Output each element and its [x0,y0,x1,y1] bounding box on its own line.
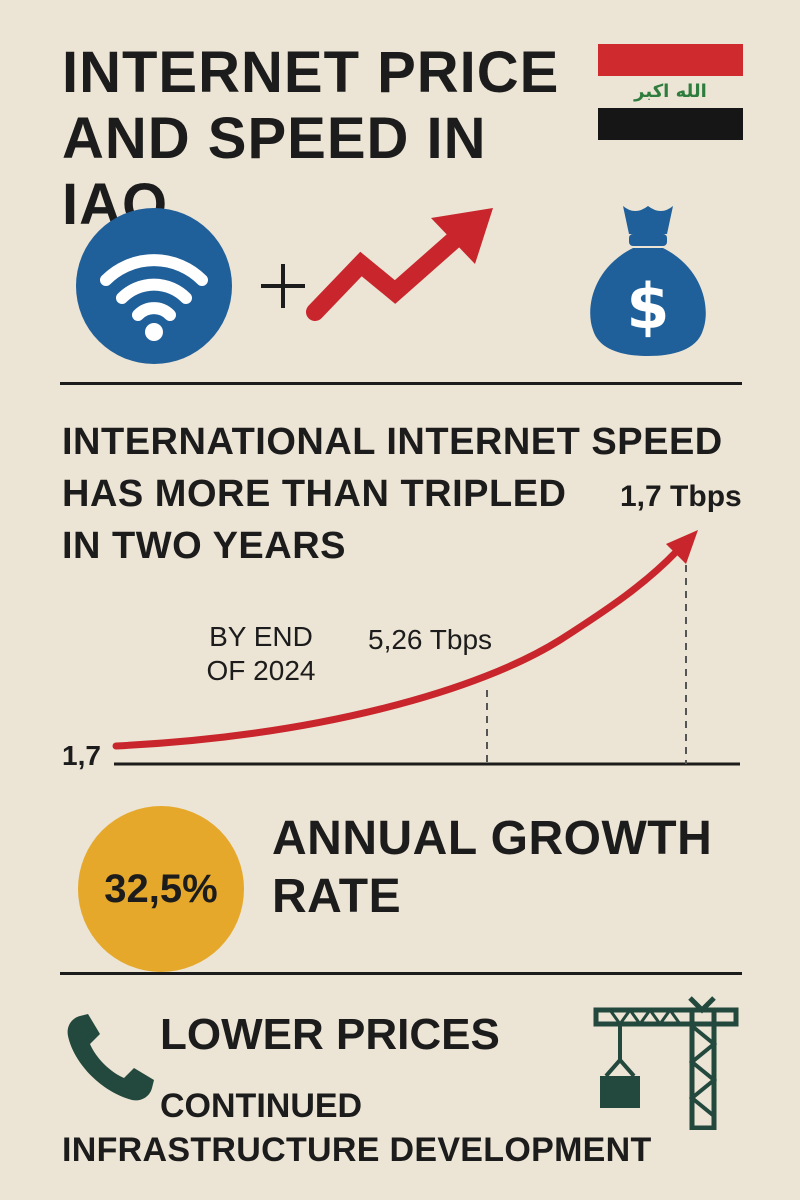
speed-growth-chart [0,520,800,790]
chart-label-by-end: BY END OF 2024 [196,620,326,688]
growth-rate-value: 32,5% [104,866,218,911]
growth-label-line-1: ANNUAL GROWTH [272,812,713,865]
infrastructure-development-text: INFRASTRUCTURE DEVELOPMENT [62,1131,652,1169]
flag-white-stripe: الله اكبر [598,76,743,108]
chart-label-mid-value: 5,26 Tbps [368,624,493,655]
money-bag-icon: $ [583,198,713,358]
chart-curve-arrowhead [666,530,698,564]
growth-rate-circle: 32,5% [78,806,244,972]
flag-black-stripe [598,108,743,140]
page-title: INTERNET PRICE AND SPEED IN IAQ [62,40,592,238]
chart-label-by-end-line-2: OF 2024 [206,655,316,686]
plus-icon [255,258,311,314]
iraq-flag-icon: الله اكبر [598,44,743,140]
chart-label-start-value: 1,7 [62,740,101,771]
divider-bottom [60,972,742,975]
wifi-icon [76,208,232,364]
trend-up-arrow-icon [305,204,497,326]
divider-top [60,382,742,385]
lower-prices-text: LOWER PRICES [160,1010,500,1059]
headline-line-2: HAS MORE THAN TRIPLED [62,473,567,515]
growth-label-line-2: RATE [272,870,402,923]
title-line-1: INTERNET PRICE [62,40,560,105]
headline-line-3: IN TWO YEARS [62,525,346,567]
chart-label-by-end-line-1: BY END [209,621,313,652]
headline-line-1: INTERNATIONAL INTERNET SPEED [62,421,723,463]
flag-red-stripe [598,44,743,76]
flag-takbir-text: الله اكبر [634,81,707,102]
chart-label-end-value: 1,7 Tbps [620,480,742,513]
phone-icon [62,1010,158,1106]
growth-rate-label: ANNUAL GROWTH RATE [272,810,732,926]
speed-headline: INTERNATIONAL INTERNET SPEED HAS MORE TH… [62,416,762,572]
title-line-2: AND SPEED IN IAQ [62,106,487,237]
construction-crane-icon [590,996,742,1131]
chart-growth-curve [112,548,680,750]
continued-text: CONTINUED [160,1087,363,1125]
svg-text:$: $ [626,270,669,343]
